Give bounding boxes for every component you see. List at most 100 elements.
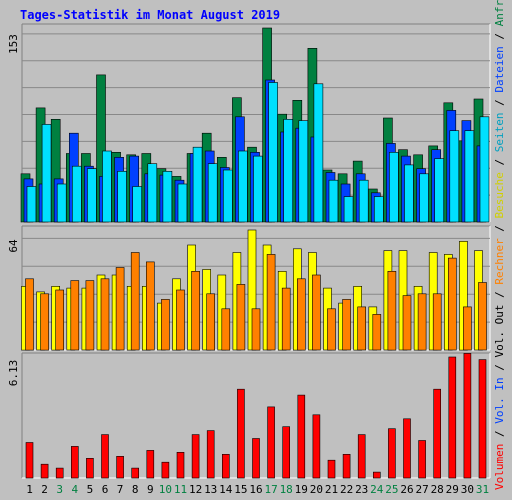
bar-rechner-day-31 xyxy=(478,282,487,351)
bar-seiten-day-18 xyxy=(283,119,294,223)
x-tick-label: 10 xyxy=(159,483,172,496)
legend-part: / xyxy=(493,218,506,238)
bar-seiten-day-17 xyxy=(268,82,278,223)
x-tick-label: 27 xyxy=(415,483,428,496)
bar-rechner-day-15 xyxy=(236,284,246,351)
bar-rechner-day-22 xyxy=(342,299,351,351)
x-tick-label: 18 xyxy=(280,483,293,496)
legend-part: / xyxy=(493,358,506,378)
bar-volumen-day-23 xyxy=(357,434,366,479)
bar-seiten-day-6 xyxy=(102,150,112,223)
x-tick-label: 5 xyxy=(87,483,94,496)
x-tick-label: 15 xyxy=(234,483,247,496)
chart-title: Tages-Statistik im Monat August 2019 xyxy=(20,8,280,22)
bar-seiten-day-13 xyxy=(207,163,218,223)
bar-volumen-day-19 xyxy=(297,394,306,479)
chart-panels: 153 64 6.13 xyxy=(7,23,491,479)
bar-seiten-day-14 xyxy=(223,169,233,223)
x-tick-label: 2 xyxy=(41,483,48,496)
legend-part: Rechner xyxy=(493,238,506,285)
bar-seiten-day-16 xyxy=(253,155,263,223)
bar-volumen-day-22 xyxy=(342,453,351,479)
bar-seiten-day-2 xyxy=(41,124,52,223)
bar-seiten-day-26 xyxy=(404,164,414,223)
x-tick-label: 30 xyxy=(461,483,474,496)
bar-seiten-day-9 xyxy=(147,163,158,223)
bar-seiten-day-5 xyxy=(87,168,97,223)
bar-rechner-day-6 xyxy=(100,278,110,351)
bar-volumen-day-10 xyxy=(161,461,170,479)
bar-volumen-day-13 xyxy=(206,430,215,479)
y-max-label: 6.13 xyxy=(7,360,20,387)
bar-rechner-day-29 xyxy=(447,257,457,351)
bar-rechner-day-3 xyxy=(55,289,65,351)
bar-rechner-day-24 xyxy=(372,314,382,351)
bar-rechner-day-17 xyxy=(266,254,276,351)
bar-seiten-day-28 xyxy=(434,158,445,223)
legend-part: Vol. Out xyxy=(493,305,506,358)
bar-volumen-day-16 xyxy=(252,438,260,479)
bar-volumen-day-15 xyxy=(237,388,245,479)
x-tick-label: 3 xyxy=(56,483,63,496)
bar-rechner-day-1 xyxy=(25,278,34,351)
bar-rechner-day-11 xyxy=(176,289,185,351)
bar-seiten-day-11 xyxy=(177,183,188,223)
bar-seiten-day-4 xyxy=(72,165,82,223)
legend-part: / xyxy=(493,285,506,305)
x-tick-label: 25 xyxy=(385,483,398,496)
bar-seiten-day-20 xyxy=(313,83,324,223)
bar-rechner-day-14 xyxy=(221,308,231,351)
x-tick-label: 16 xyxy=(249,483,262,496)
bar-rechner-day-4 xyxy=(70,280,80,351)
bar-rechner-day-21 xyxy=(327,308,336,351)
bar-seiten-day-19 xyxy=(298,120,309,223)
x-tick-label: 7 xyxy=(117,483,124,496)
bar-seiten-day-3 xyxy=(56,183,67,223)
bar-volumen-day-2 xyxy=(40,463,49,479)
bar-rechner-day-27 xyxy=(417,293,427,351)
legend-part: / xyxy=(493,93,506,113)
bar-seiten-day-10 xyxy=(162,171,173,223)
panel-3: 6.13 xyxy=(7,352,491,479)
bar-seiten-day-1 xyxy=(26,186,37,223)
bar-rechner-day-7 xyxy=(115,267,125,351)
bar-rechner-day-10 xyxy=(161,299,170,351)
x-tick-label: 14 xyxy=(219,483,233,496)
bar-volumen-day-26 xyxy=(403,418,411,479)
bar-rechner-day-12 xyxy=(191,270,200,351)
legend-part: Volumen xyxy=(493,444,506,490)
legend-part: / xyxy=(493,424,506,444)
legend-part: / xyxy=(493,152,506,172)
x-tick-label: 4 xyxy=(71,483,78,496)
legend-part: Besuche xyxy=(493,172,506,218)
bar-rechner-day-25 xyxy=(387,270,397,351)
y-max-label: 153 xyxy=(7,34,20,54)
bar-seiten-day-21 xyxy=(328,179,339,223)
bar-rechner-day-2 xyxy=(40,293,49,351)
x-tick-label: 26 xyxy=(400,483,413,496)
bar-seiten-day-7 xyxy=(117,171,127,223)
x-tick-label: 23 xyxy=(355,483,368,496)
bar-volumen-day-31 xyxy=(478,359,487,479)
bar-volumen-day-7 xyxy=(116,455,124,479)
legend-part: Dateien xyxy=(493,46,506,92)
bar-seiten-day-27 xyxy=(419,173,429,223)
bar-seiten-day-30 xyxy=(464,130,475,223)
x-tick-label: 1 xyxy=(26,483,33,496)
right-legend: Volumen / Vol. In / Vol. Out / Rechner /… xyxy=(493,0,506,490)
bar-volumen-day-24 xyxy=(372,471,381,479)
bar-rechner-day-19 xyxy=(296,278,306,351)
bar-volumen-day-18 xyxy=(282,426,291,479)
x-tick-label: 24 xyxy=(370,483,384,496)
x-tick-label: 11 xyxy=(174,483,187,496)
bar-volumen-day-5 xyxy=(86,457,94,479)
bar-rechner-day-28 xyxy=(432,293,442,351)
legend-part: Seiten xyxy=(493,112,506,152)
bar-rechner-day-18 xyxy=(281,287,291,351)
y-max-label: 64 xyxy=(7,239,20,253)
bar-rechner-day-20 xyxy=(312,274,321,351)
x-tick-label: 29 xyxy=(446,483,459,496)
bar-rechner-day-9 xyxy=(146,261,155,351)
